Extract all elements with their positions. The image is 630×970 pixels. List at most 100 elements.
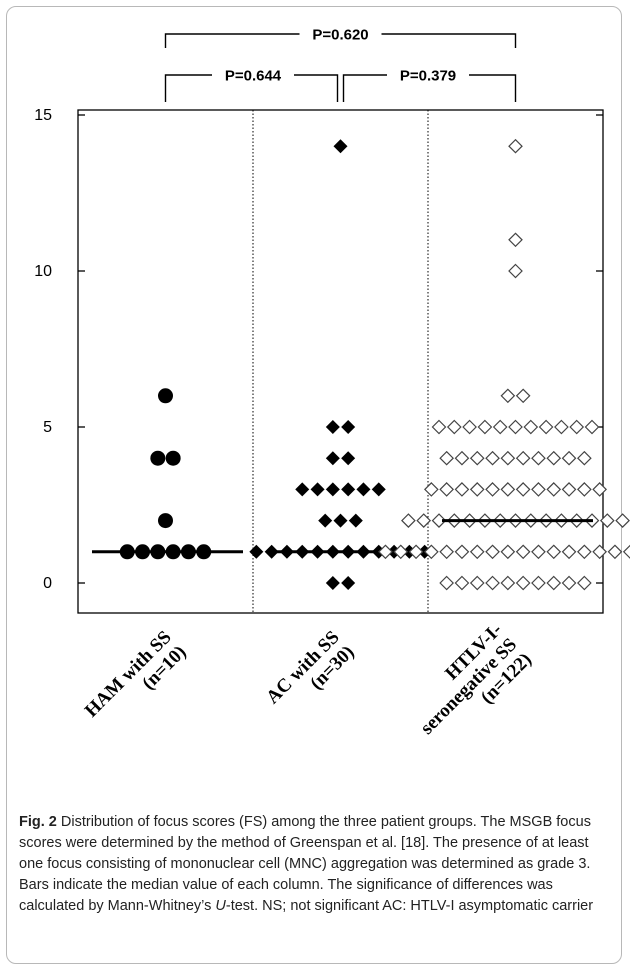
- data-point-diamond-open: [577, 575, 592, 591]
- data-point-diamond-filled: [371, 482, 386, 497]
- data-point-diamond-open: [531, 575, 546, 591]
- data-point-diamond-open: [577, 450, 592, 466]
- data-point-diamond-open: [546, 575, 562, 591]
- y-tick-label: 15: [34, 107, 52, 124]
- data-point-diamond-filled: [356, 482, 371, 497]
- data-point-diamond-open: [515, 575, 531, 591]
- data-point-diamond-open: [485, 450, 500, 466]
- data-point-diamond-open: [408, 544, 424, 560]
- data-point-diamond-open: [569, 419, 585, 435]
- data-point-diamond-open: [454, 544, 470, 560]
- data-point-diamond-open: [622, 544, 630, 559]
- data-point-diamond-open: [477, 419, 493, 435]
- data-point-diamond-open: [561, 575, 577, 591]
- data-point-diamond-open: [561, 450, 577, 466]
- data-point-diamond-filled: [333, 513, 348, 528]
- p-value-label: P=0.620: [312, 27, 368, 44]
- plot-area: 0 5 10 15: [34, 107, 604, 614]
- data-point-diamond-open: [577, 482, 592, 497]
- data-point-diamond-open: [515, 450, 531, 466]
- p-label-background: [387, 64, 469, 86]
- data-point-diamond-open: [515, 544, 531, 560]
- data-point-diamond-open: [378, 544, 393, 560]
- y-tick-label: 5: [43, 419, 52, 436]
- data-point-diamond-open: [454, 575, 470, 591]
- data-point-diamond-open: [615, 513, 630, 528]
- data-point-circle: [158, 513, 173, 529]
- p-value-label: P=0.379: [400, 68, 456, 85]
- data-point-diamond-open: [531, 450, 546, 466]
- data-point-diamond-filled: [325, 576, 340, 590]
- data-point-diamond-open: [485, 544, 500, 560]
- data-point-diamond-filled: [295, 482, 310, 497]
- data-point-diamond-open: [561, 544, 577, 560]
- data-point-diamond-open: [439, 482, 454, 497]
- data-point-diamond-open: [454, 450, 470, 466]
- data-point-diamond-open: [508, 419, 523, 435]
- data-point-diamond-open: [508, 138, 523, 154]
- data-point-diamond-open: [515, 388, 531, 404]
- data-point-diamond-open: [416, 513, 432, 528]
- data-point-diamond-filled: [348, 513, 363, 528]
- data-point-diamond-open: [393, 544, 409, 560]
- data-point-diamond-filled: [325, 420, 340, 434]
- y-tick-label: 10: [34, 263, 52, 280]
- data-point-diamond-open: [469, 482, 485, 497]
- data-point-diamond-filled: [325, 482, 340, 497]
- data-point-diamond-open: [561, 482, 577, 497]
- data-point-diamond-open: [531, 544, 546, 560]
- data-point-diamond-open: [531, 482, 546, 497]
- data-point-diamond-open: [599, 513, 615, 528]
- data-point-diamond-open: [500, 575, 516, 591]
- data-point-diamond-open: [431, 419, 447, 435]
- data-point-diamond-open: [500, 450, 516, 466]
- caption-fig-label: Fig. 2: [19, 814, 57, 830]
- data-point-diamond-open: [485, 575, 500, 591]
- focus-score-chart: 0 5 10 15 P=0.620 P=0.644 P=0.379 HAM with SS…: [34, 23, 630, 739]
- data-point-diamond-open: [538, 419, 554, 435]
- p-value-label: P=0.644: [225, 68, 282, 85]
- y-tick-label: 0: [43, 575, 52, 592]
- data-point-diamond-open: [546, 482, 562, 497]
- data-point-circle: [158, 388, 173, 404]
- plot-border: [77, 109, 604, 614]
- data-point-diamond-open: [446, 419, 462, 435]
- data-point-diamond-open: [469, 544, 485, 560]
- data-point-diamond-filled: [310, 482, 325, 497]
- caption-italic-u: U: [215, 898, 226, 914]
- data-point-diamond-open: [401, 513, 416, 528]
- data-point-diamond-open: [500, 482, 516, 497]
- data-point-diamond-open: [554, 419, 569, 435]
- data-point-diamond-open: [592, 482, 607, 497]
- data-point-diamond-open: [492, 419, 508, 435]
- data-point-diamond-filled: [333, 139, 348, 154]
- data-point-diamond-open: [523, 419, 539, 435]
- data-point-diamond-open: [500, 388, 516, 404]
- x-axis-label: AC with SS(n=30): [262, 627, 358, 708]
- caption-text-part2: -test. NS; not significant AC: HTLV-I as…: [225, 898, 594, 914]
- chart-marks: [92, 138, 630, 591]
- data-point-diamond-filled: [341, 482, 356, 497]
- x-axis-labels: HAM with SS(n=10) AC with SS(n=30) HTLV-I-…: [81, 619, 536, 738]
- data-point-diamond-open: [546, 450, 562, 466]
- data-point-diamond-open: [439, 575, 454, 591]
- data-point-diamond-filled: [318, 513, 333, 528]
- data-point-diamond-open: [584, 419, 600, 435]
- data-point-circle: [150, 450, 166, 466]
- data-point-diamond-open: [508, 232, 523, 248]
- p-label-background: [299, 23, 382, 45]
- p-label-background: [212, 64, 294, 86]
- data-point-diamond-open: [607, 544, 623, 560]
- data-point-diamond-open: [500, 544, 516, 560]
- data-point-diamond-open: [439, 450, 454, 466]
- data-point-diamond-open: [592, 544, 607, 560]
- data-point-diamond-open: [546, 544, 562, 560]
- data-point-circle: [165, 450, 181, 466]
- caption-text-part1: Distribution of focus scores (FS) among …: [19, 814, 591, 914]
- data-point-diamond-filled: [341, 420, 356, 434]
- x-axis-label: HAM with SS(n=10): [81, 627, 191, 722]
- figure-frame: [6, 6, 622, 964]
- x-axis-label: HTLV-I-seronegative SS(n=122): [417, 619, 536, 738]
- data-point-diamond-open: [515, 482, 531, 497]
- data-point-diamond-open: [469, 450, 485, 466]
